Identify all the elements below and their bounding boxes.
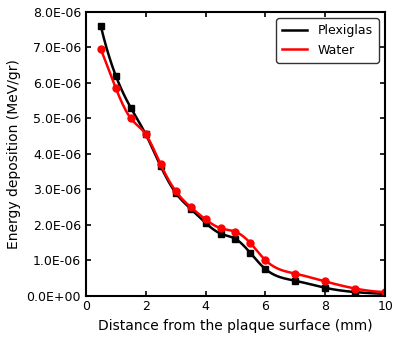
Plexiglas xyxy=(356,290,361,294)
Y-axis label: Energy deposition (MeV/gr): Energy deposition (MeV/gr) xyxy=(7,59,21,249)
Water xyxy=(99,50,104,54)
Plexiglas xyxy=(383,292,388,296)
Water xyxy=(98,47,103,51)
Plexiglas xyxy=(268,270,272,274)
X-axis label: Distance from the plaque surface (mm): Distance from the plaque surface (mm) xyxy=(98,319,373,333)
Line: Water: Water xyxy=(101,49,385,292)
Plexiglas xyxy=(272,273,277,277)
Plexiglas xyxy=(338,288,343,292)
Water xyxy=(338,283,343,287)
Plexiglas xyxy=(98,24,103,28)
Water xyxy=(272,265,277,269)
Water xyxy=(268,262,272,266)
Plexiglas xyxy=(267,270,272,274)
Legend: Plexiglas, Water: Plexiglas, Water xyxy=(276,18,379,63)
Line: Plexiglas: Plexiglas xyxy=(101,26,385,294)
Plexiglas xyxy=(99,28,104,32)
Water xyxy=(383,290,388,294)
Water xyxy=(267,261,272,266)
Water xyxy=(356,287,361,291)
